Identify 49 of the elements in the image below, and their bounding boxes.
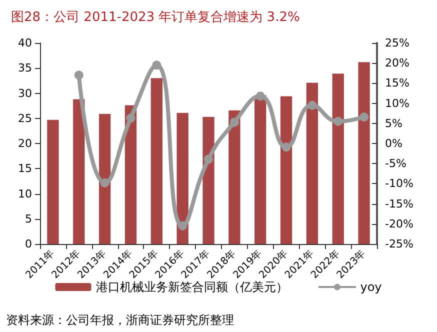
y-tick-label: 10	[18, 187, 32, 200]
y-tick-label: 30	[18, 86, 32, 100]
y2-tick-label: 15%	[385, 76, 410, 90]
y2-tick-label: -20%	[385, 217, 414, 230]
point	[100, 178, 110, 188]
y-tick-label: 35	[18, 62, 32, 75]
bar	[254, 95, 266, 244]
bar	[73, 99, 85, 244]
legend-label: 港口机械业务新签合同额（亿美元）	[96, 280, 288, 294]
y-tick-label: 40	[18, 36, 32, 50]
bar	[176, 112, 188, 244]
point	[282, 142, 291, 152]
point	[308, 100, 317, 110]
text: 资料来源：公司年报，浙商证券研究所整理	[6, 313, 234, 327]
y2-tick-label: -25%	[385, 238, 414, 250]
bar	[98, 114, 111, 244]
y2-tick-label: -5%	[385, 157, 406, 170]
y2-tick-label: 25%	[385, 36, 410, 50]
y-tick-label: 5	[25, 212, 32, 226]
point	[204, 154, 213, 164]
bar	[47, 120, 59, 244]
y2-tick-label: 0%	[385, 137, 402, 150]
point	[152, 60, 162, 70]
bar	[280, 96, 292, 244]
y-tick-label: 15	[18, 162, 32, 176]
legend-label: yoy	[360, 280, 382, 294]
y-tick-label: 25	[18, 112, 32, 125]
y-tick-label: 0	[25, 238, 32, 250]
point	[334, 116, 343, 126]
bar	[332, 74, 344, 244]
chart-title: 图28：公司 2011-2023 年订单复合增速为 3.2%	[11, 10, 300, 25]
y2-tick-label: -15%	[385, 197, 414, 210]
y2-tick-label: 5%	[385, 116, 402, 130]
bar	[202, 116, 214, 244]
bar	[306, 82, 318, 244]
point	[256, 92, 265, 101]
y-tick-label: 20	[18, 137, 32, 150]
point	[74, 70, 84, 80]
y2-tick-label: -10%	[385, 177, 414, 190]
point	[360, 112, 369, 122]
bar	[124, 105, 137, 244]
bar	[358, 62, 370, 244]
bar	[228, 110, 240, 244]
point	[126, 114, 136, 123]
point	[178, 221, 188, 230]
y2-tick-label: 10%	[385, 96, 410, 110]
point	[230, 118, 239, 127]
y2-tick-label: 20%	[385, 56, 410, 70]
bar	[150, 78, 162, 244]
